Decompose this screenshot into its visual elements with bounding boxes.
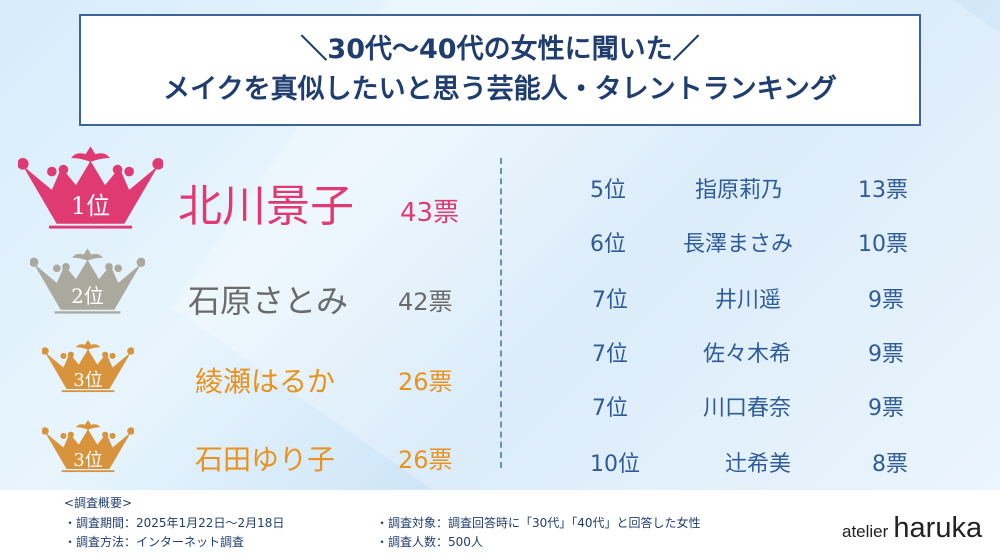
rank: 5位 xyxy=(590,178,626,203)
survey-period: ・調査期間：2025年1月22日〜2月18日 xyxy=(64,516,285,530)
divider xyxy=(500,158,502,468)
votes: 8票 xyxy=(872,452,908,477)
votes: 9票 xyxy=(868,288,904,313)
rank-3a-name: 綾瀬はるか xyxy=(195,365,336,398)
rank-3b-votes: 26票 xyxy=(398,446,453,474)
rank-1-votes: 43票 xyxy=(400,198,460,228)
rank-3b-name: 石田ゆり子 xyxy=(195,443,336,476)
title-line-1: ＼30代〜40代の女性に聞いた／ xyxy=(300,34,700,65)
rank: 6位 xyxy=(590,232,626,257)
name: 長澤まさみ xyxy=(683,232,794,257)
rank-label: 2位 xyxy=(71,284,104,308)
logo-atelier: atelier xyxy=(842,522,889,541)
crown-icon-rank-1: 1位 xyxy=(18,140,163,235)
rank: 7位 xyxy=(592,342,628,367)
brand-logo: atelier haruka xyxy=(842,512,982,545)
summary-heading: <調査概要> xyxy=(64,496,133,510)
rank-2-votes: 42票 xyxy=(398,288,453,316)
votes: 9票 xyxy=(868,396,904,421)
crown-icon-rank-3: 3位 xyxy=(42,338,134,394)
rank-label: 3位 xyxy=(73,370,103,391)
name: 川口春奈 xyxy=(703,396,792,421)
survey-target: ・調査対象：調査回答時に「30代」「40代」と回答した女性 xyxy=(376,516,701,530)
crown-icon-rank-2: 2位 xyxy=(30,248,145,314)
name: 井川遥 xyxy=(715,288,782,313)
rank-label: 3位 xyxy=(73,450,103,471)
survey-method: ・調査方法：インターネット調査 xyxy=(64,535,245,549)
page-title: ＼30代〜40代の女性に聞いた／ メイクを真似したいと思う芸能人・タレントランキ… xyxy=(79,14,921,126)
logo-haruka: haruka xyxy=(893,512,983,544)
survey-count: ・調査人数：500人 xyxy=(376,535,483,549)
rank-1-name: 北川景子 xyxy=(178,181,354,232)
votes: 9票 xyxy=(868,342,904,367)
survey-summary: <調査概要> ・調査期間：2025年1月22日〜2月18日 ・調査方法：インター… xyxy=(0,490,1000,560)
crown-icon-rank-3: 3位 xyxy=(42,418,134,474)
votes: 10票 xyxy=(858,232,908,257)
rank-label: 1位 xyxy=(70,192,111,220)
rank-3a-votes: 26票 xyxy=(398,368,453,396)
name: 指原莉乃 xyxy=(695,178,784,203)
rank: 7位 xyxy=(592,288,628,313)
rank: 7位 xyxy=(592,396,628,421)
name: 佐々木希 xyxy=(703,342,792,367)
votes: 13票 xyxy=(858,178,908,203)
title-line-2: メイクを真似したいと思う芸能人・タレントランキング xyxy=(163,74,837,105)
rank: 10位 xyxy=(590,452,640,477)
rank-2-name: 石原さとみ xyxy=(188,282,349,320)
name: 辻希美 xyxy=(725,452,792,477)
